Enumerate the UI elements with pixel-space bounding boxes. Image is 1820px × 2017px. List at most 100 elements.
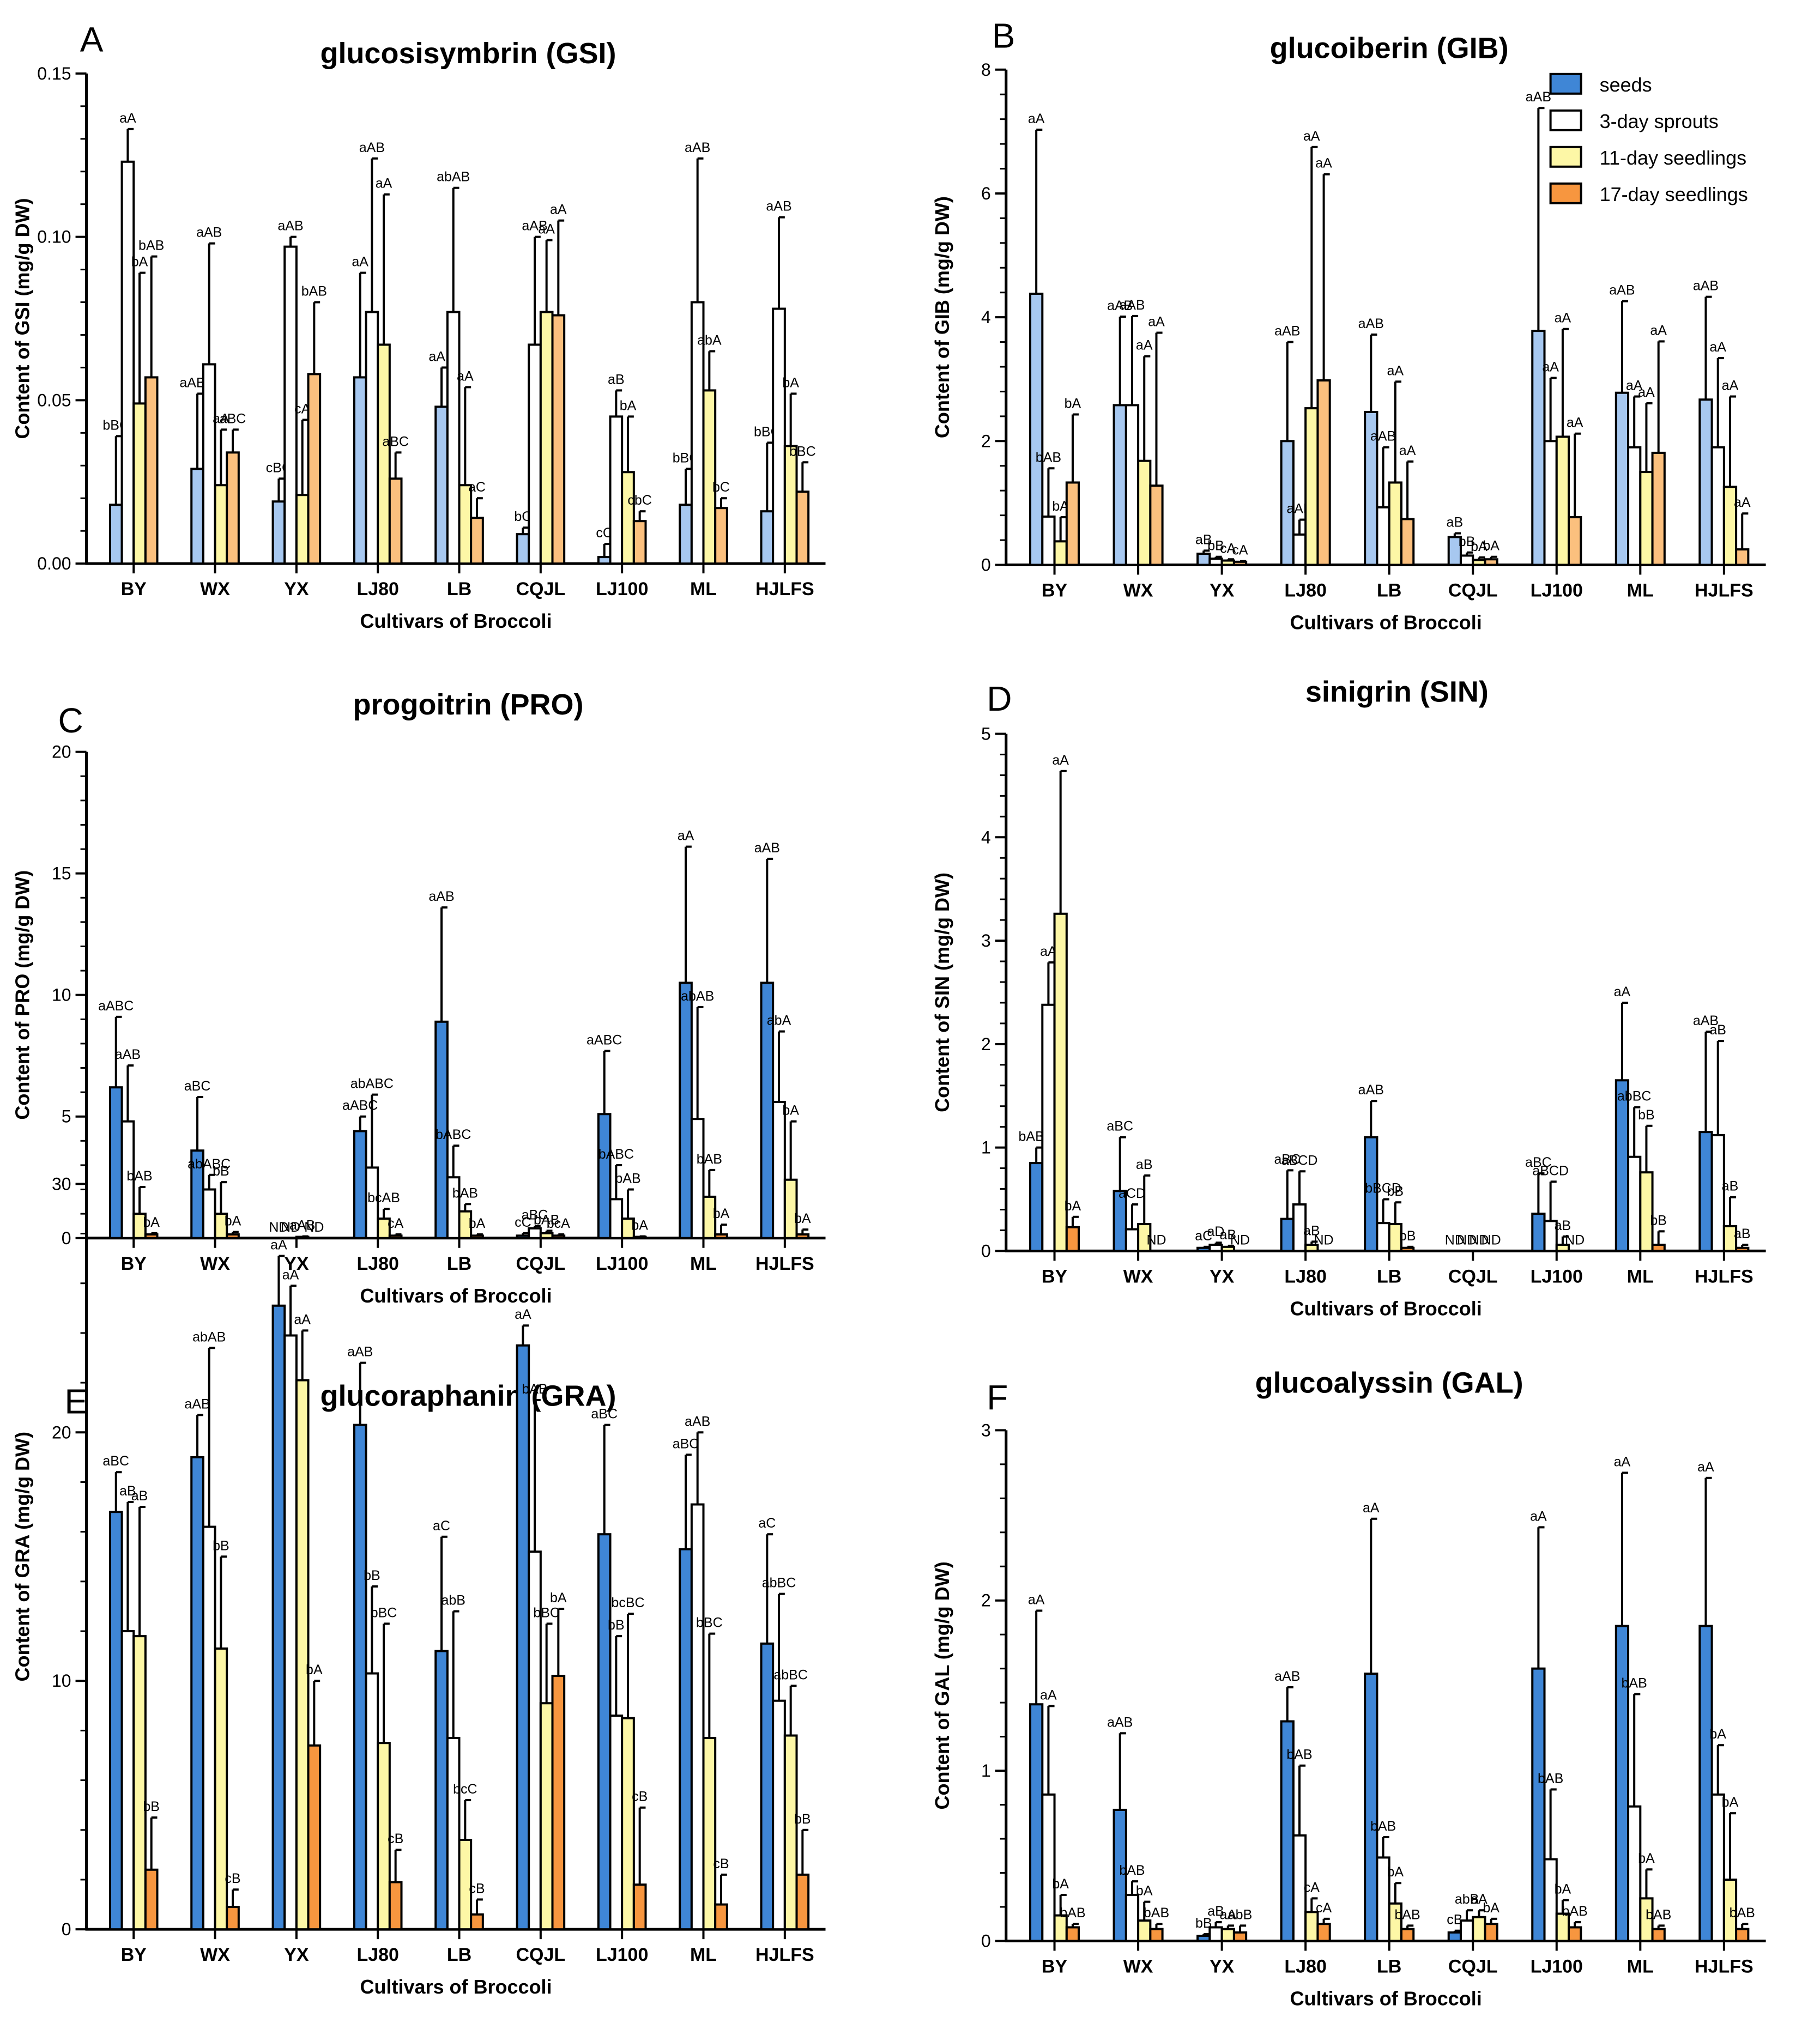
significance-label: bA [550, 1590, 567, 1606]
y-tick-label: 0.10 [37, 227, 71, 247]
significance-label: bAB [534, 1212, 559, 1227]
legend-swatch-4 [1549, 182, 1582, 204]
significance-label: aD [1207, 1224, 1225, 1239]
significance-label: aA [294, 1312, 311, 1327]
significance-label: bAB [615, 1171, 640, 1186]
significance-label: bA [631, 1218, 648, 1233]
nd-label: ND [1445, 1232, 1465, 1247]
chart-title: glucoalyssin (GAL) [1255, 1367, 1523, 1400]
y-tick-label: 5 [981, 724, 991, 743]
category-label: ML [690, 1945, 717, 1965]
significance-label: abA [697, 332, 722, 348]
significance-label: cB [388, 1831, 403, 1846]
significance-label: aA [1148, 314, 1165, 330]
significance-label: aAB [522, 219, 547, 234]
significance-label: bB [1387, 1184, 1404, 1199]
bar-c-ml-s4 [714, 1233, 728, 1239]
category-label: YX [1210, 1956, 1235, 1977]
bar-b-yx-s2 [1208, 558, 1223, 566]
bar-f-lb-s1 [1364, 1673, 1378, 1942]
significance-label: aAB [1358, 1082, 1384, 1098]
category-label: LJ100 [1531, 580, 1583, 601]
legend-label-1: seeds [1600, 74, 1652, 96]
significance-label: cbC [627, 493, 651, 508]
significance-label: aA [1530, 1509, 1547, 1524]
significance-label: aA [538, 222, 555, 237]
bar-e-hjlfs-s3 [783, 1734, 798, 1931]
bar-c-by-s1 [108, 1086, 123, 1239]
significance-label: bBC [696, 1615, 723, 1631]
bar-a-lj100-s3 [621, 471, 635, 565]
bar-d-yx-s1 [1196, 1246, 1211, 1252]
significance-label: aB [1734, 1226, 1751, 1241]
bar-e-lb-s2 [446, 1737, 461, 1931]
bar-b-cqjl-s4 [1484, 558, 1498, 566]
bar-a-wx-s2 [202, 363, 216, 565]
bar-a-by-s3 [132, 402, 147, 565]
bar-e-lb-s4 [470, 1913, 484, 1931]
legend-swatch-2 [1549, 109, 1582, 131]
significance-label: bBCD [1365, 1181, 1401, 1196]
nd-label: ND [1314, 1232, 1334, 1247]
y-tick-label: 30 [52, 1174, 71, 1194]
significance-label: bcA [547, 1216, 570, 1231]
significance-label: aBC [382, 434, 409, 449]
significance-label: cB [225, 1871, 240, 1886]
significance-label: bA [1722, 1795, 1739, 1810]
significance-label: bAB [452, 1185, 478, 1201]
chart-title: glucoiberin (GIB) [1270, 32, 1509, 64]
y-tick-label: 0 [981, 1931, 991, 1951]
nd-label: ND [269, 1220, 288, 1235]
chart-title: glucosisymbrin (GSI) [320, 37, 616, 70]
significance-label: bBC [371, 1605, 397, 1620]
bar-a-hjlfs-s3 [783, 445, 798, 565]
significance-label: bABC [436, 1127, 471, 1142]
significance-label: cA [388, 1216, 404, 1231]
bar-c-hjlfs-s2 [772, 1100, 786, 1239]
bar-c-lj80-s1 [353, 1130, 367, 1239]
significance-label: aB [1555, 1218, 1571, 1233]
significance-label: aA [550, 202, 567, 217]
significance-label: bcAB [367, 1190, 400, 1206]
bar-e-lj100-s1 [597, 1533, 612, 1931]
significance-label: bB [213, 1164, 229, 1179]
bar-b-hjlfs-s2 [1710, 446, 1725, 566]
significance-label: bA [713, 1206, 730, 1221]
significance-label: abABC [188, 1156, 231, 1172]
bar-e-yx-s4 [307, 1744, 322, 1931]
bar-a-ml-s4 [714, 507, 728, 565]
significance-label: bABC [598, 1147, 634, 1162]
significance-label: aBC [1274, 1152, 1301, 1167]
y-tick-label: 0 [981, 1241, 991, 1261]
y-tick-label: 20 [52, 742, 71, 762]
significance-label: bAB [1562, 1904, 1588, 1919]
significance-label: aA [1363, 1500, 1380, 1516]
category-label: LB [1377, 580, 1401, 601]
category-label: HJLFS [1695, 1956, 1754, 1977]
y-tick-label: 2 [981, 1034, 991, 1054]
significance-label: aAB [754, 840, 780, 856]
category-label: YX [284, 1253, 309, 1274]
bar-c-wx-s2 [202, 1188, 216, 1239]
significance-label: aA [1028, 1592, 1045, 1607]
significance-label: aAB [1526, 89, 1551, 105]
significance-label: bAB [1730, 1905, 1755, 1921]
bar-f-by-s1 [1029, 1703, 1044, 1942]
bar-b-by-s3 [1053, 540, 1068, 566]
bar-b-ml-s2 [1627, 446, 1642, 566]
y-tick-label: 10 [52, 985, 71, 1005]
significance-label: bAB [697, 1152, 722, 1167]
legend-label-2: 3-day sprouts [1600, 110, 1719, 132]
significance-label: aA [119, 111, 136, 126]
significance-label: aA [1399, 443, 1416, 458]
chart-title: sinigrin (SIN) [1305, 675, 1489, 708]
significance-label: bA [131, 255, 148, 270]
significance-label: aB [1722, 1179, 1739, 1194]
bar-e-yx-s2 [283, 1334, 298, 1931]
y-tick-label: 0.00 [37, 554, 71, 573]
nd-label: ND [1230, 1232, 1250, 1247]
significance-label: bAB [1646, 1907, 1671, 1922]
